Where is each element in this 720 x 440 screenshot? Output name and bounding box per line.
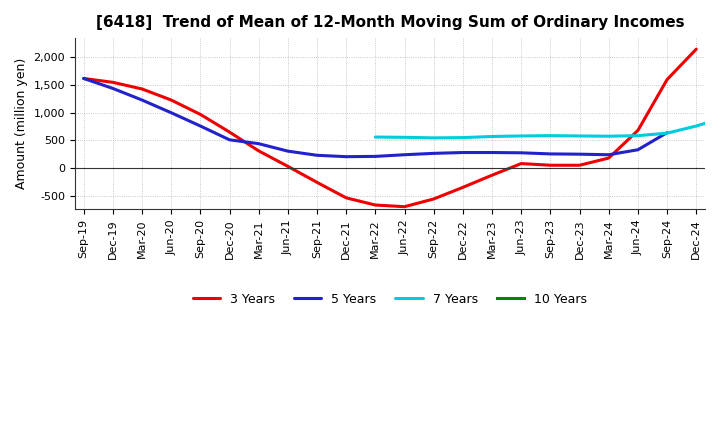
5 Years [517,150,526,155]
5 Years [196,123,204,128]
5 Years [342,154,351,159]
5 Years [371,154,379,159]
5 Years [546,151,554,157]
5 Years [487,150,496,155]
7 Years [371,134,379,139]
3 Years [254,148,263,154]
7 Years [546,133,554,138]
Line: 7 Years: 7 Years [375,117,720,138]
7 Years [459,135,467,140]
7 Years [662,131,671,136]
5 Years [604,152,613,158]
3 Years [342,195,351,201]
3 Years [662,77,671,82]
3 Years [634,128,642,133]
7 Years [487,134,496,139]
3 Years [167,97,176,103]
7 Years [400,135,409,140]
3 Years [312,180,321,185]
5 Years [225,137,234,143]
Y-axis label: Amount (million yen): Amount (million yen) [15,58,28,189]
5 Years [284,149,292,154]
5 Years [634,147,642,152]
3 Years [575,163,584,168]
3 Years [487,172,496,178]
Line: 5 Years: 5 Years [84,78,667,157]
5 Years [429,151,438,156]
3 Years [517,161,526,166]
3 Years [546,163,554,168]
3 Years [604,155,613,161]
3 Years [692,47,701,52]
Legend: 3 Years, 5 Years, 7 Years, 10 Years: 3 Years, 5 Years, 7 Years, 10 Years [188,288,593,311]
5 Years [662,130,671,135]
3 Years [196,112,204,117]
5 Years [575,151,584,157]
Title: [6418]  Trend of Mean of 12-Month Moving Sum of Ordinary Incomes: [6418] Trend of Mean of 12-Month Moving … [96,15,684,30]
7 Years [517,133,526,139]
7 Years [575,133,584,139]
3 Years [79,76,88,81]
3 Years [109,80,117,85]
5 Years [312,153,321,158]
7 Years [429,135,438,140]
5 Years [109,86,117,91]
5 Years [79,76,88,81]
5 Years [138,97,146,103]
3 Years [400,204,409,209]
3 Years [459,185,467,190]
3 Years [225,129,234,135]
5 Years [167,110,176,115]
3 Years [371,202,379,208]
5 Years [459,150,467,155]
7 Years [634,133,642,138]
5 Years [254,141,263,147]
7 Years [604,134,613,139]
3 Years [429,196,438,202]
Line: 3 Years: 3 Years [84,49,696,207]
5 Years [400,152,409,158]
3 Years [138,86,146,92]
3 Years [284,164,292,169]
7 Years [692,123,701,128]
